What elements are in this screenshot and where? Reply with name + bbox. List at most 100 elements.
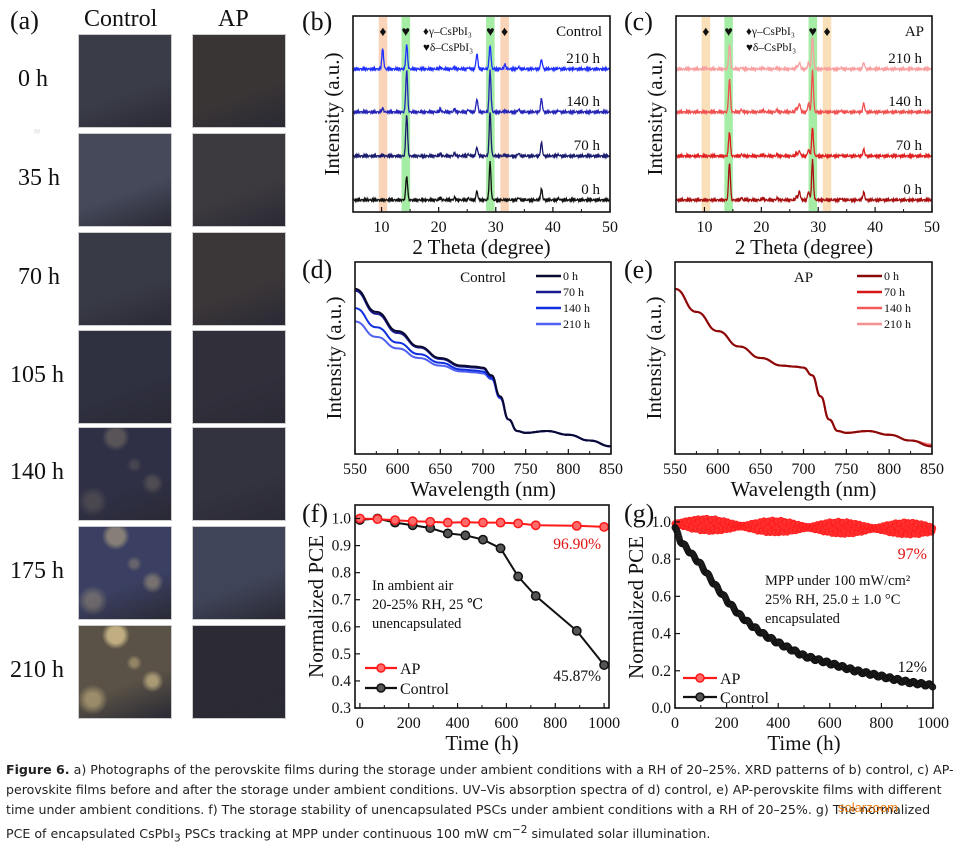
series-label-70h: 70 h: [896, 138, 923, 154]
caption-text-1: a) Photographs of the perovskite films d…: [6, 762, 954, 842]
time-label-35h: 35 h: [18, 165, 60, 191]
x-tick-label: 650: [749, 461, 773, 478]
end-label-ap: 97%: [898, 546, 927, 563]
watermark: solarzoom: [838, 800, 898, 815]
y-tick-label: 0.0: [652, 700, 672, 717]
time-label-0h: 0 h: [18, 66, 48, 92]
time-label-140h: 140 h: [10, 459, 64, 485]
legend-label-210h: 210 h: [563, 317, 590, 331]
y-axis-label: Normalized PCE: [304, 535, 328, 678]
x-tick-label: 30: [488, 219, 504, 236]
x-tick-label: 600: [818, 715, 842, 732]
control-film-photo-210h: [78, 625, 172, 719]
phase-marker-icon: ♦: [702, 25, 709, 40]
x-tick-label: 1000: [917, 715, 949, 732]
pce-point-Control: [599, 660, 610, 670]
x-tick-label: 800: [543, 715, 567, 732]
chart-panel-f: (f) In ambient air 20-25% RH, 25 ℃ unencaps…: [302, 499, 620, 755]
y-tick-label: 0.9: [332, 538, 352, 555]
ap-film-photo-0h: [192, 34, 286, 128]
ap-film-photo-210h: [192, 625, 286, 719]
panel-label-e: (e): [624, 255, 653, 284]
caption-text-3: simulated solar illumination.: [527, 826, 711, 842]
x-tick-label: 600: [494, 715, 518, 732]
x-tick-label: 10: [696, 219, 712, 236]
x-tick-label: 30: [810, 219, 826, 236]
end-label-control: 45.87%: [553, 668, 601, 685]
chart-panel-e: (e) AP 0 h 70 h 140 h 210 h 550 600 650 700 750 800…: [624, 255, 944, 501]
y-tick-label: 1.0: [332, 511, 352, 528]
x-tick-label: 800: [869, 715, 893, 732]
x-tick-label: 20: [753, 219, 769, 236]
x-axis-label: Wavelength (nm): [410, 477, 556, 501]
legend-label-Control: Control: [400, 681, 449, 698]
phase-marker-icon: ♥: [809, 25, 817, 40]
ap-film-photo-35h: [192, 133, 286, 227]
legend-label-70h: 70 h: [884, 285, 905, 299]
x-tick-label: 40: [867, 219, 883, 236]
pce-point-AP: [460, 517, 471, 528]
pce-point-Control: [442, 528, 453, 539]
x-tick-label: 400: [446, 715, 470, 732]
x-tick-label: 550: [343, 461, 367, 478]
legend-label-Control: Control: [720, 690, 769, 707]
legend-marker-AP: [376, 663, 386, 673]
plot-frame: [352, 15, 611, 213]
x-axis-label: Time (h): [767, 731, 840, 755]
xrd-trace-210h: [352, 44, 610, 73]
time-label-175h: 175 h: [10, 558, 64, 584]
stray-mark: ≈: [34, 126, 41, 138]
x-tick-label: 600: [706, 461, 730, 478]
pce-point-AP: [571, 520, 582, 531]
y-tick-label: 0.6: [332, 619, 352, 636]
pce-point-AP: [530, 520, 541, 531]
control-film-photo-35h: [78, 133, 172, 227]
x-tick-label: 50: [924, 219, 940, 236]
legend-label-0h: 0 h: [563, 269, 578, 283]
legend-label-AP: AP: [720, 671, 741, 688]
x-tick-label: 1000: [588, 715, 620, 732]
highlight-band: [822, 17, 832, 211]
xrd-trace-140h: [675, 69, 933, 116]
panel-label-g: (g): [624, 499, 654, 528]
phase-marker-icon: ♥: [724, 25, 732, 40]
x-tick-label: 600: [386, 461, 410, 478]
time-label-210h: 210 h: [10, 657, 64, 683]
control-film-photo-0h: [78, 34, 172, 128]
x-tick-label: 10: [374, 219, 390, 236]
x-tick-label: 200: [397, 715, 421, 732]
scatter-series-AP: [671, 514, 937, 539]
chart-title: AP: [794, 270, 813, 286]
panel-label-f: (f): [302, 499, 328, 528]
column-header-ap: AP: [218, 6, 249, 32]
control-film-photo-70h: [78, 232, 172, 326]
control-film-photo-140h: [78, 427, 172, 521]
y-tick-label: 0.4: [652, 626, 672, 643]
x-tick-label: 0: [671, 715, 679, 732]
panel-label-b: (b): [302, 7, 332, 36]
phase-marker-icon: ♦: [501, 25, 508, 40]
ap-film-photo-175h: [192, 526, 286, 620]
pce-point-AP: [599, 521, 610, 532]
x-tick-label: 50: [602, 219, 618, 236]
x-tick-label: 800: [877, 461, 901, 478]
phase-legend-delta: ♥δ–CsPbI₃: [746, 42, 796, 54]
caption-subscript: 3: [173, 832, 181, 845]
x-tick-label: 550: [663, 461, 687, 478]
charts-canvas: (b) ♦ ♥ ♥ ♦ ♦γ–CsPbI₃ ♥δ–CsPbI₃ Control 0 h 70 h 1…: [302, 7, 949, 755]
chart-title: Control: [556, 24, 602, 40]
figure-caption: Figure 6. a) Photographs of the perovski…: [6, 760, 956, 849]
xrd-trace-0h: [352, 161, 611, 204]
legend-label-AP: AP: [400, 661, 421, 678]
uvvis-line-0h: [674, 287, 933, 448]
end-label-ap: 96.90%: [553, 536, 601, 553]
highlight-band: [701, 17, 711, 211]
chart-title: AP: [905, 24, 924, 40]
annotation-line: In ambient air: [372, 578, 454, 594]
annotation-line: unencapsulated: [372, 616, 462, 632]
pce-point-Control: [530, 590, 541, 601]
time-label-70h: 70 h: [18, 264, 60, 290]
phase-marker-icon: ♦: [823, 25, 830, 40]
scatter-series-Control: [671, 523, 937, 691]
control-film-photo-105h: [78, 330, 172, 424]
